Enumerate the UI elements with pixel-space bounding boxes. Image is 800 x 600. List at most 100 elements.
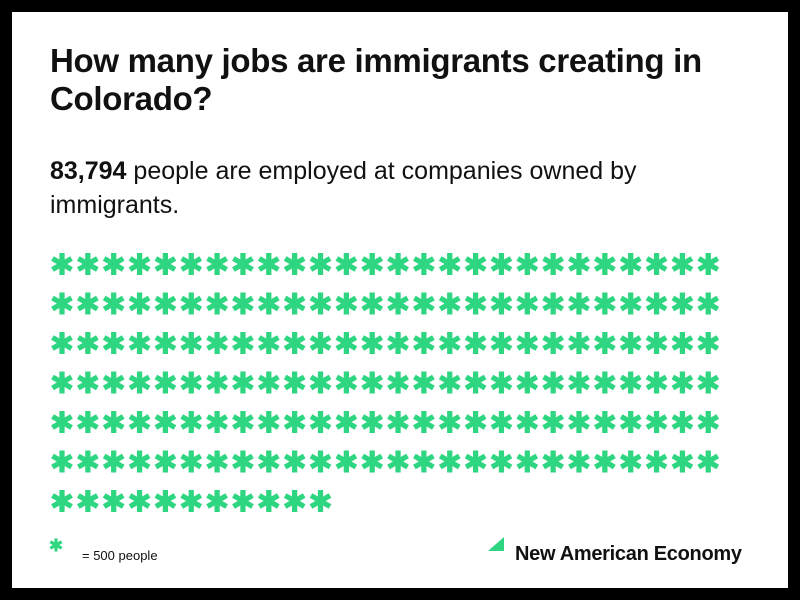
icon-arm: [413, 414, 435, 430]
icon-arm: [413, 374, 435, 391]
icon-arm: [309, 295, 332, 312]
icon: [180, 292, 203, 315]
icon: [542, 450, 564, 473]
icon: [619, 371, 642, 394]
icon-arm: [309, 374, 332, 391]
icon: [490, 332, 513, 354]
icon: [413, 332, 435, 354]
icon: [335, 332, 358, 354]
icon-arm: [413, 256, 435, 272]
icon: [619, 450, 642, 473]
icon-arm: [594, 256, 616, 272]
icon-arm: [77, 414, 99, 430]
icon: [77, 332, 99, 354]
icon-arm: [516, 335, 539, 351]
icon: [206, 253, 228, 275]
icon: [438, 332, 461, 354]
icon: [77, 371, 99, 394]
icon: [206, 450, 228, 473]
icon-arm: [128, 374, 151, 391]
icon-arm: [645, 335, 668, 351]
icon-arm: [232, 256, 254, 272]
icon-arm: [568, 453, 590, 470]
icon: [645, 450, 668, 473]
icon-arm: [335, 335, 358, 351]
icon-arm: [102, 414, 125, 430]
icon: [232, 332, 254, 354]
icon: [232, 292, 254, 315]
icon: [568, 332, 590, 354]
icon: [490, 450, 513, 473]
icon-arm: [180, 414, 203, 430]
icon-arm: [283, 295, 306, 312]
icon-arm: [542, 374, 564, 391]
icon-arm: [413, 453, 435, 470]
icon: [180, 490, 203, 512]
icon: [180, 371, 203, 394]
icon: [180, 411, 203, 433]
source-logo: New American Economy: [515, 543, 742, 565]
icon-arm: [697, 256, 720, 272]
pictogram: [49, 253, 720, 552]
icon-arm: [232, 335, 254, 351]
icon-arm: [309, 335, 332, 351]
icon-arm: [671, 414, 694, 430]
icon-arm: [516, 295, 539, 312]
icon-arm: [387, 374, 409, 391]
icon-arm: [438, 295, 461, 312]
icon: [464, 292, 487, 315]
icon-arm: [438, 335, 461, 351]
icon: [490, 371, 513, 394]
icon-arm: [309, 493, 332, 509]
icon: [283, 292, 306, 315]
icon: [464, 411, 487, 433]
icon: [335, 450, 358, 473]
icon: [77, 253, 99, 275]
icon: [594, 292, 616, 315]
icon: [516, 253, 539, 275]
icon-arm: [594, 453, 616, 470]
icon-arm: [206, 374, 228, 391]
icon: [232, 490, 254, 512]
icon: [51, 450, 73, 473]
icon: [413, 450, 435, 473]
icon: [283, 490, 306, 512]
icon-arm: [594, 335, 616, 351]
icon: [154, 292, 177, 315]
icon-arm: [102, 295, 125, 312]
icon-arm: [206, 335, 228, 351]
icon-arm: [490, 335, 513, 351]
icon: [438, 450, 461, 473]
icon-arm: [387, 414, 409, 430]
icon: [438, 371, 461, 394]
icon: [77, 490, 99, 512]
logo-mark: [488, 537, 504, 551]
icon-arm: [594, 414, 616, 430]
icon-arm: [206, 493, 228, 509]
icon-arm: [438, 256, 461, 272]
icon: [128, 411, 151, 433]
icon: [154, 411, 177, 433]
icon-arm: [283, 335, 306, 351]
icon: [516, 332, 539, 354]
icon: [671, 253, 694, 275]
icon-arm: [128, 335, 151, 351]
icon: [671, 371, 694, 394]
icon-arm: [102, 335, 125, 351]
icon: [671, 450, 694, 473]
icon-arm: [206, 295, 228, 312]
icon-arm: [154, 295, 177, 312]
icon-arm: [568, 335, 590, 351]
icon: [542, 292, 564, 315]
icon-arm: [77, 374, 99, 391]
icon: [309, 332, 332, 354]
icon-arm: [51, 256, 73, 272]
icon-arm: [154, 414, 177, 430]
icon: [413, 371, 435, 394]
icon-arm: [568, 374, 590, 391]
icon: [697, 371, 720, 394]
icon: [671, 411, 694, 433]
icon: [645, 371, 668, 394]
icon: [257, 411, 280, 433]
icon-arm: [516, 453, 539, 470]
